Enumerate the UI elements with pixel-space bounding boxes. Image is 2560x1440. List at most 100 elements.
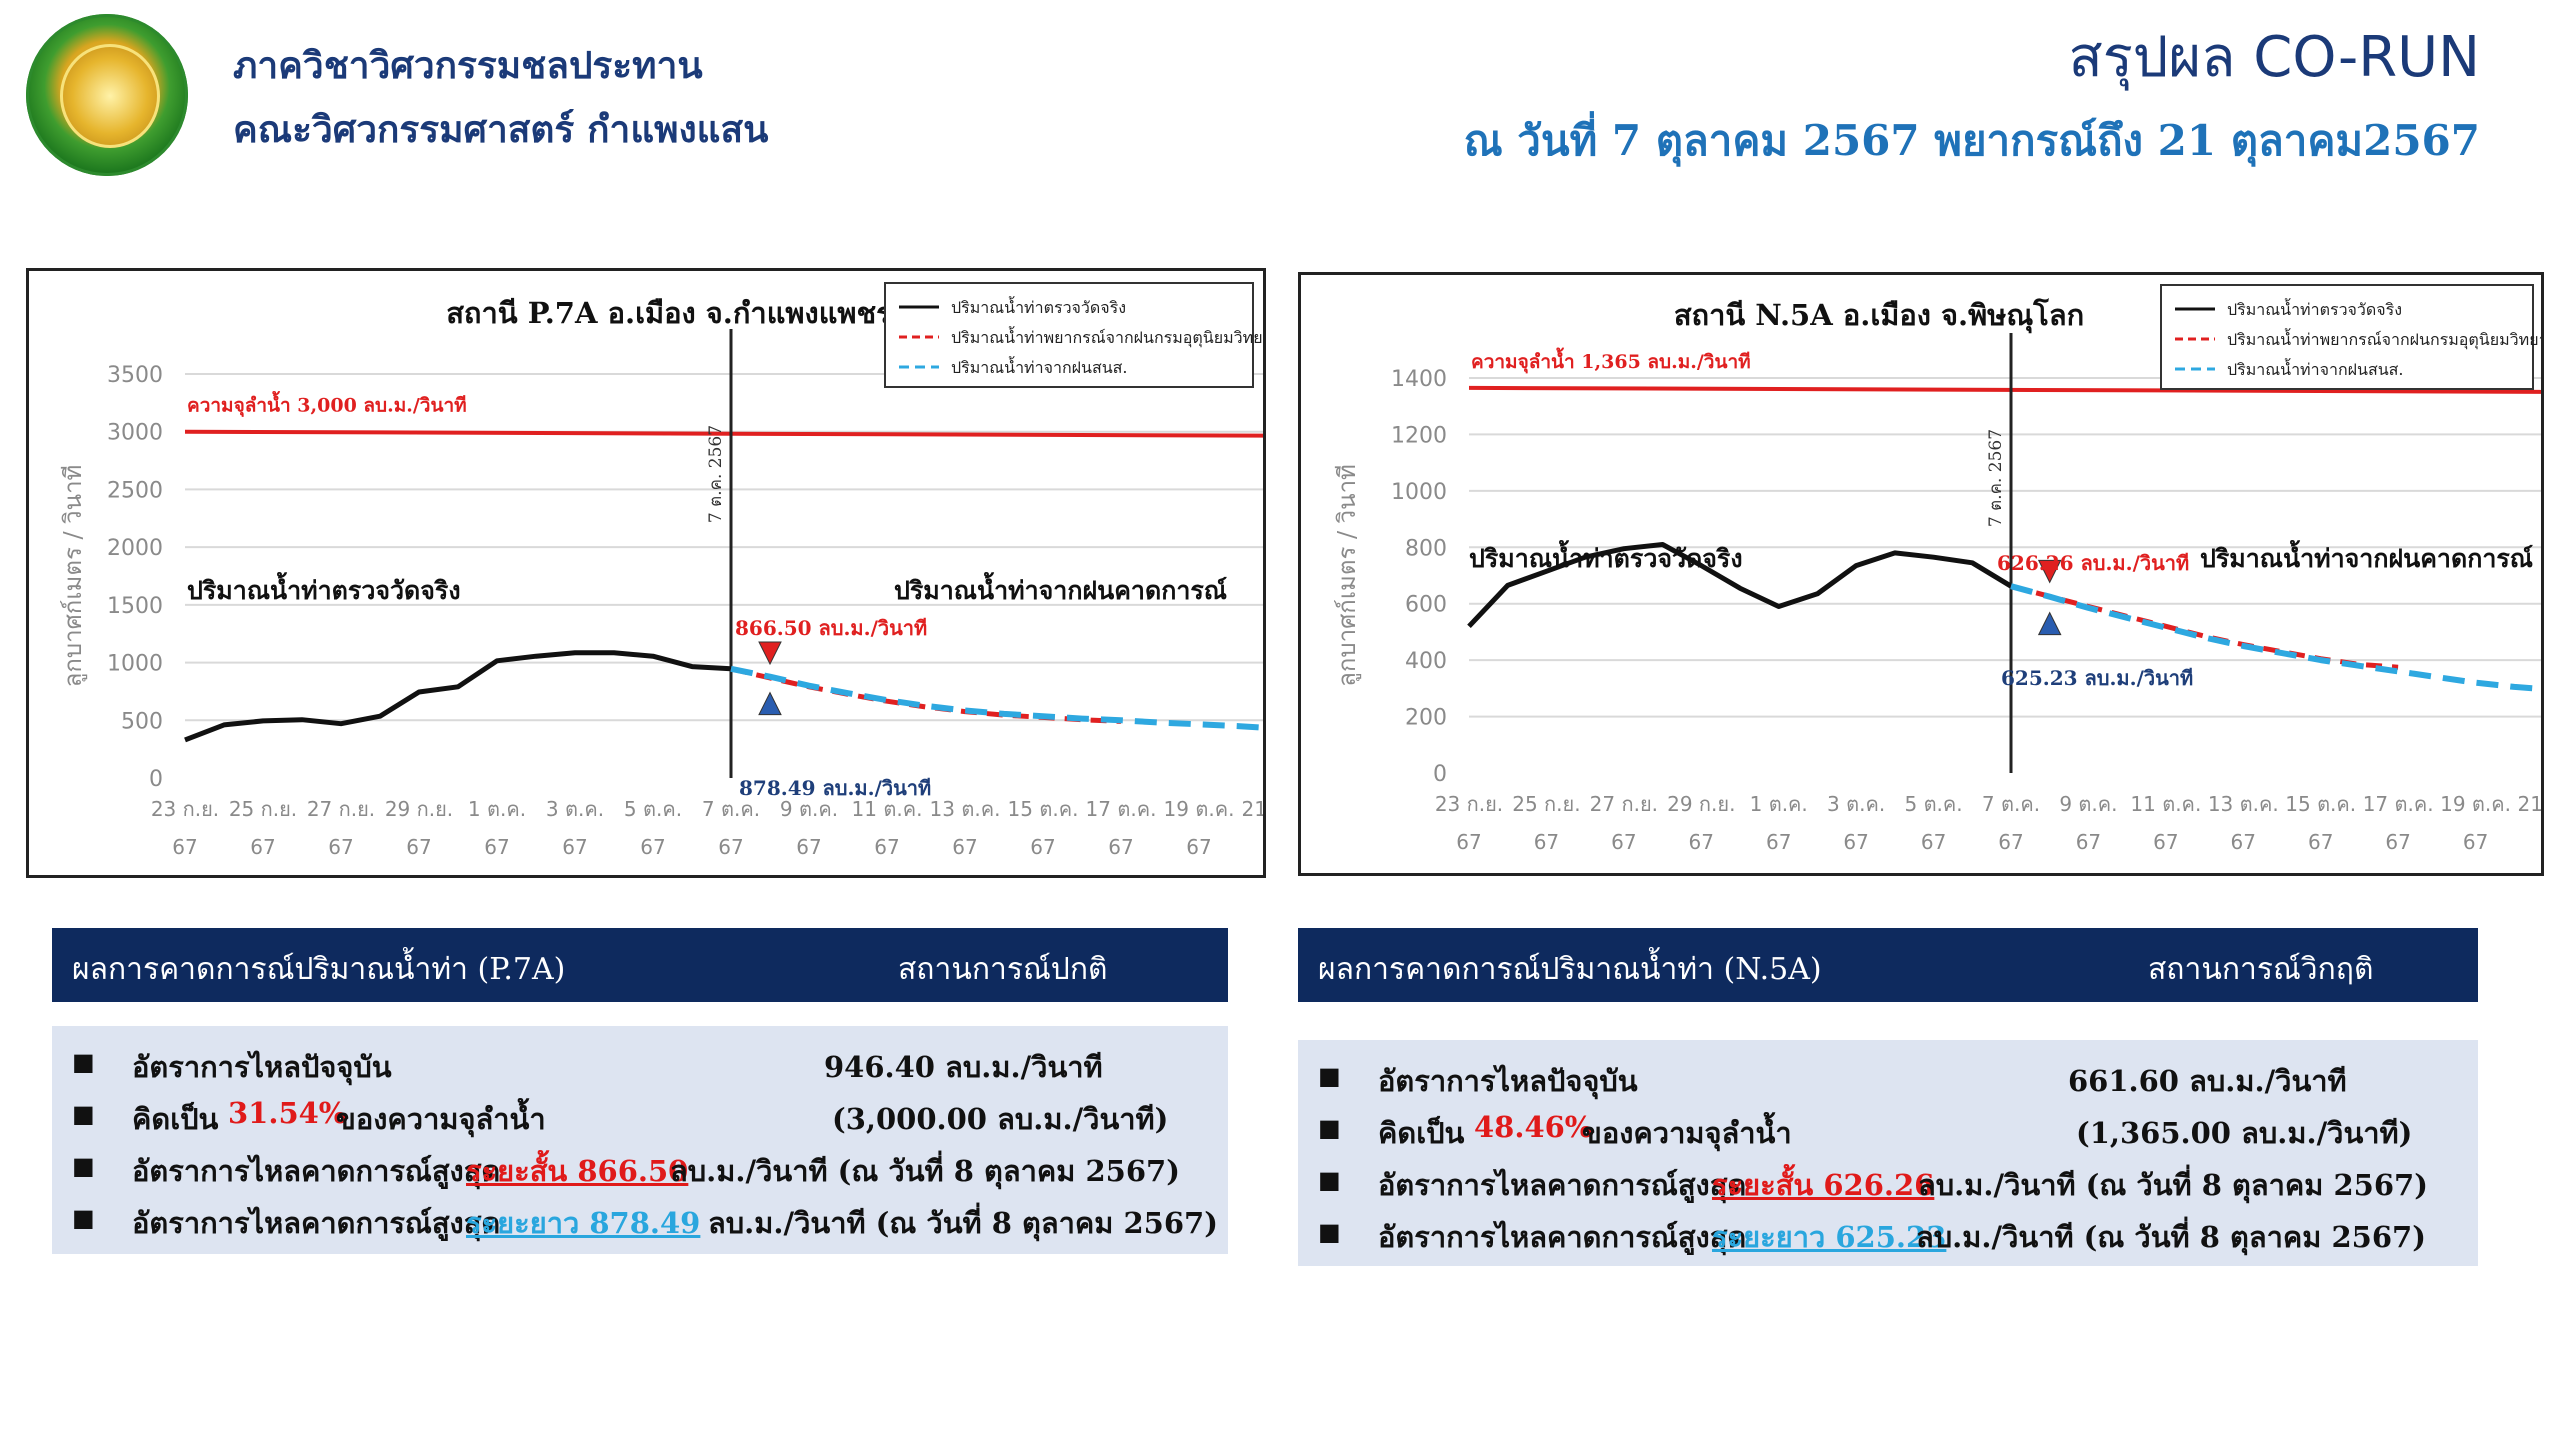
x-tick-year: 67 <box>1534 830 1559 854</box>
x-tick-year: 67 <box>952 835 977 859</box>
bullet-icon: ■ <box>1318 1165 1341 1194</box>
x-tick-year: 67 <box>484 835 509 859</box>
y-tick-label: 1000 <box>1391 480 1447 505</box>
x-tick-label: 5 ต.ค. <box>1904 792 1962 816</box>
bullet-icon: ■ <box>72 1099 95 1128</box>
x-tick-year: 67 <box>328 835 353 859</box>
x-tick-label: 21 ต.ค. <box>2518 792 2541 816</box>
capacity-label: ความจุลำน้ำ 1,365 ลบ.ม./วินาที <box>1471 347 1751 374</box>
x-tick-label: 7 ต.ค. <box>1982 792 2040 816</box>
peak-long-marker <box>2037 611 2062 636</box>
x-tick-label: 17 ต.ค. <box>2363 792 2434 816</box>
panel-head-title: ผลการคาดการณ์ปริมาณน้ำท่า (P.7A) <box>72 952 566 987</box>
y-tick-label: 0 <box>149 767 163 792</box>
series-line-1 <box>1467 542 2013 629</box>
peak-long-marker <box>758 691 782 716</box>
y-tick-label: 3500 <box>107 363 163 388</box>
panel-head-title: ผลการคาดการณ์ปริมาณน้ำท่า (N.5A) <box>1318 952 1822 987</box>
list-item: ■ อัตราการไหลคาดการณ์สูงสุด ระยะยาว 878.… <box>72 1203 1218 1240</box>
y-axis-title: ลูกบาศก์เมตร / วินาที <box>1333 464 1362 687</box>
x-tick-label: 3 ต.ค. <box>1827 792 1885 816</box>
x-tick-year: 67 <box>2153 830 2178 854</box>
list-item: ■ อัตราการไหลคาดการณ์สูงสุด ระยะสั้น 866… <box>72 1151 1180 1188</box>
x-tick-year: 67 <box>1611 830 1636 854</box>
x-tick-year: 67 <box>1030 835 1055 859</box>
x-tick-year: 67 <box>640 835 665 859</box>
y-tick-label: 2000 <box>107 536 163 561</box>
series-line-3 <box>2010 583 2541 692</box>
legend-box <box>884 282 1254 388</box>
legend-label: ปริมาณน้ำท่าตรวจวัดจริง <box>951 296 1126 317</box>
peak-long-label: 625.23 ลบ.ม./วินาที <box>2001 666 2193 690</box>
x-tick-year: 67 <box>2540 830 2541 854</box>
x-tick-year: 67 <box>874 835 899 859</box>
legend-box <box>2160 284 2534 390</box>
x-tick-label: 15 ต.ค. <box>1008 797 1079 821</box>
series-line-2 <box>2010 583 2399 670</box>
peak-short-marker <box>2037 559 2062 584</box>
series-line-3 <box>730 665 1263 731</box>
peak-short-marker <box>758 641 782 666</box>
x-tick-label: 17 ต.ค. <box>1086 797 1157 821</box>
x-tick-label: 13 ต.ค. <box>2208 792 2279 816</box>
forecast-region-label: ปริมาณน้ำท่าจากฝนคาดการณ์ <box>894 571 1227 605</box>
y-tick-label: 400 <box>1405 649 1447 674</box>
x-tick-label: 25 ก.ย. <box>229 797 297 821</box>
x-tick-label: 19 ต.ค. <box>2440 792 2511 816</box>
page-title: สรุปผล CO-RUN <box>2068 25 2480 90</box>
x-tick-year: 67 <box>718 835 743 859</box>
chart-n5a-svg: 0 200 400 600 800 1000 1200 1400 ลูกบาศก์เมตร / … <box>1333 284 2541 854</box>
y-axis-title: ลูกบาศก์เมตร / วินาที <box>59 465 88 688</box>
x-tick-year: 67 <box>406 835 431 859</box>
x-tick-label: 23 ก.ย. <box>151 797 219 821</box>
x-tick-label: 25 ก.ย. <box>1512 792 1580 816</box>
capacity-label: ความจุลำน้ำ 3,000 ลบ.ม./วินาที <box>187 391 467 418</box>
x-tick-label: 3 ต.ค. <box>546 797 604 821</box>
x-tick-year: 67 <box>1843 830 1868 854</box>
bullet-icon: ■ <box>72 1047 95 1076</box>
x-tick-label: 11 ต.ค. <box>2130 792 2201 816</box>
university-logo <box>26 14 188 176</box>
y-tick-label: 500 <box>121 709 163 734</box>
observed-region-label: ปริมาณน้ำท่าตรวจวัดจริง <box>1469 539 1743 573</box>
y-tick-label: 600 <box>1405 593 1447 618</box>
x-tick-label: 1 ต.ค. <box>468 797 526 821</box>
panel-head-status: สถานการณ์วิกฤติ <box>2148 952 2374 987</box>
bullet-icon: ■ <box>1318 1217 1341 1246</box>
series-line-1 <box>184 650 732 743</box>
x-tick-label: 11 ต.ค. <box>852 797 923 821</box>
series-line-2 <box>730 666 1122 724</box>
x-tick-label: 5 ต.ค. <box>624 797 682 821</box>
x-tick-label: 29 ก.ย. <box>385 797 453 821</box>
x-tick-label: 1 ต.ค. <box>1750 792 1808 816</box>
panel-body-n5a: ■ อัตราการไหลปัจจุบัน 661.60 ลบ.ม./วินาท… <box>1298 1040 2478 1266</box>
bullet-icon: ■ <box>72 1151 95 1180</box>
peak-short-label: 626.26 ลบ.ม./วินาที <box>1997 551 2189 575</box>
y-tick-label: 1000 <box>107 652 163 677</box>
x-tick-year: 67 <box>1998 830 2023 854</box>
x-tick-label: 23 ก.ย. <box>1435 792 1503 816</box>
x-tick-year: 67 <box>172 835 197 859</box>
x-tick-year: 67 <box>796 835 821 859</box>
list-item: ■ คิดเป็น 31.54% ของความจุลำน้ำ (3,000.0… <box>72 1096 1169 1136</box>
list-item: ■ อัตราการไหลคาดการณ์สูงสุด ระยะสั้น 626… <box>1318 1165 2428 1202</box>
x-tick-year: 67 <box>1186 835 1211 859</box>
list-item: ■ คิดเป็น 48.46% ของความจุลำน้ำ (1,365.0… <box>1318 1110 2413 1150</box>
y-tick-label: 800 <box>1405 536 1447 561</box>
x-tick-year: 67 <box>1108 835 1133 859</box>
x-tick-year: 67 <box>2463 830 2488 854</box>
x-tick-year: 67 <box>1921 830 1946 854</box>
x-tick-year: 67 <box>250 835 275 859</box>
x-tick-label: 19 ต.ค. <box>1164 797 1235 821</box>
bullet-icon: ■ <box>72 1203 95 1232</box>
legend-label: ปริมาณน้ำท่าจากฝนสนส. <box>2227 358 2404 379</box>
panel-body-p7a: ■ อัตราการไหลปัจจุบัน 946.40 ลบ.ม./วินาท… <box>52 1026 1228 1254</box>
chart-p7a-svg: 0 500 1000 1500 2000 2500 3000 3500 ลูกบาศก์เมตร… <box>59 282 1263 859</box>
y-tick-label: 0 <box>1433 762 1447 787</box>
x-tick-label: 7 ต.ค. <box>702 797 760 821</box>
y-tick-label: 1200 <box>1391 423 1447 448</box>
y-tick-label: 3000 <box>107 421 163 446</box>
x-tick-label: 9 ต.ค. <box>2059 792 2117 816</box>
x-tick-year: 67 <box>1766 830 1791 854</box>
today-vline-label: 7 ต.ค. 2567 <box>1986 429 2006 527</box>
